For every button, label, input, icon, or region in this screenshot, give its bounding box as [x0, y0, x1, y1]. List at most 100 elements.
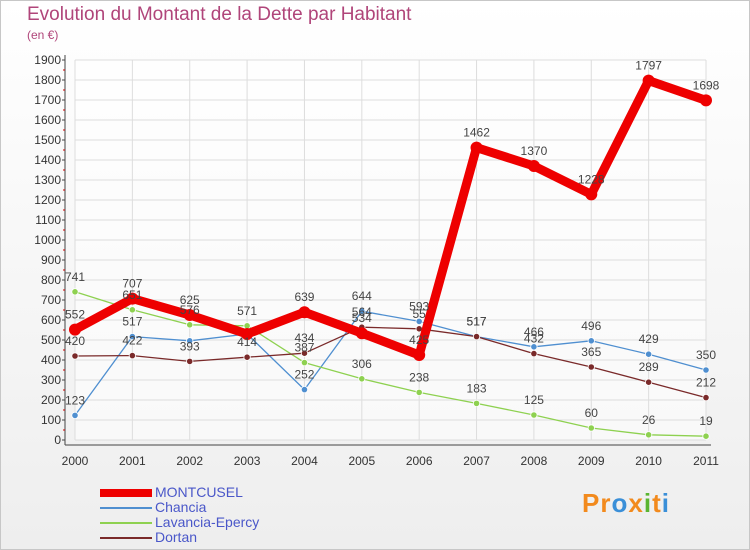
data-label: 306 — [352, 357, 372, 371]
x-tick-label: 2002 — [176, 454, 203, 468]
data-point — [355, 327, 368, 340]
y-tick-label: 1400 — [34, 153, 61, 167]
data-label: 19 — [699, 414, 713, 428]
data-point — [241, 328, 254, 340]
data-label: 741 — [65, 270, 85, 284]
x-tick-label: 2011 — [693, 454, 719, 468]
data-point — [71, 288, 79, 296]
x-tick-label: 2010 — [635, 454, 662, 468]
data-label: 123 — [65, 393, 85, 407]
data-label: 552 — [65, 308, 85, 322]
data-label: 571 — [237, 304, 257, 318]
data-point — [358, 375, 366, 383]
data-point — [413, 349, 426, 361]
data-point — [700, 94, 712, 107]
logo-letter: o — [611, 488, 629, 518]
data-point — [645, 378, 653, 386]
data-point — [126, 292, 139, 305]
legend-swatch — [100, 522, 152, 524]
data-label: 55 — [413, 307, 427, 321]
data-label: 350 — [696, 348, 716, 362]
legend-label: MONTCUSEL — [155, 484, 243, 500]
x-tick-label: 2009 — [578, 454, 605, 468]
data-point — [415, 317, 423, 325]
data-label: 429 — [639, 332, 659, 346]
y-tick-label: 400 — [41, 353, 61, 367]
data-point — [128, 332, 136, 341]
data-point — [186, 357, 194, 365]
data-label: 625 — [180, 293, 200, 307]
data-label: 387 — [294, 341, 314, 355]
data-point — [645, 350, 653, 358]
proxiti-logo: Proxiti — [582, 488, 670, 519]
data-label: 365 — [581, 345, 601, 359]
x-tick-label: 2001 — [119, 454, 146, 468]
data-point — [128, 351, 136, 360]
data-label: 644 — [352, 289, 372, 303]
data-label: 651 — [122, 288, 142, 302]
y-tick-label: 1800 — [34, 73, 61, 87]
data-label: 496 — [581, 319, 601, 333]
data-label: 639 — [294, 290, 314, 304]
plot-area — [75, 60, 706, 440]
data-point — [128, 306, 136, 314]
data-label: 425 — [409, 333, 429, 347]
data-label: 252 — [294, 368, 314, 382]
x-tick-label: 2000 — [62, 454, 89, 468]
data-point — [186, 337, 194, 345]
x-tick-label: 2005 — [348, 454, 375, 468]
y-tick-label: 1700 — [34, 93, 61, 107]
y-tick-label: 1100 — [35, 213, 61, 227]
x-tick-label: 2007 — [463, 454, 490, 468]
logo-letter: t — [652, 488, 662, 518]
data-point — [585, 188, 598, 201]
logo-letter: i — [643, 488, 653, 518]
data-label: 183 — [467, 381, 487, 395]
logo-letter: x — [628, 488, 644, 518]
data-label: 517 — [467, 315, 487, 329]
y-tick-label: 700 — [41, 293, 61, 307]
data-label: 125 — [524, 393, 544, 407]
data-point — [702, 366, 710, 374]
logo-letter: P — [582, 488, 601, 518]
data-point — [71, 352, 79, 360]
y-tick-label: 1600 — [34, 113, 61, 127]
data-point — [186, 321, 194, 329]
series-line-chancia — [74, 310, 707, 417]
data-label: 1462 — [463, 126, 490, 140]
y-tick-label: 1200 — [34, 193, 61, 207]
data-point — [530, 349, 538, 358]
data-point — [645, 431, 653, 439]
data-label: 393 — [180, 339, 200, 353]
data-point — [300, 349, 309, 357]
chart-title: Evolution du Montant de la Dette par Hab… — [27, 4, 412, 25]
y-tick-label: 800 — [41, 273, 61, 287]
data-point — [530, 343, 538, 351]
data-point — [472, 332, 481, 341]
data-label: 534 — [352, 311, 372, 325]
data-label: 466 — [524, 325, 544, 339]
data-point — [71, 411, 79, 419]
data-label: 26 — [642, 413, 656, 427]
data-label: 420 — [65, 334, 85, 348]
data-label: 517 — [122, 315, 142, 329]
legend-label: Chancia — [155, 499, 207, 515]
data-point — [183, 309, 196, 321]
data-point — [530, 411, 538, 419]
chart-subtitle: (en €) — [27, 28, 59, 42]
x-tick-label: 2003 — [234, 454, 261, 468]
series-line-dortan — [74, 326, 707, 399]
logo-letter: i — [661, 488, 670, 518]
legend-swatch — [100, 489, 152, 497]
data-label: 576 — [180, 303, 200, 317]
data-point — [243, 353, 251, 361]
data-point — [470, 141, 483, 154]
y-tick-label: 300 — [41, 373, 61, 387]
series-line-lavancia-epercy — [74, 291, 707, 437]
data-label: 289 — [639, 360, 659, 374]
data-point — [587, 363, 595, 371]
y-tick-label: 1500 — [34, 133, 61, 147]
data-label: 60 — [585, 406, 599, 420]
data-label: 238 — [409, 370, 429, 384]
